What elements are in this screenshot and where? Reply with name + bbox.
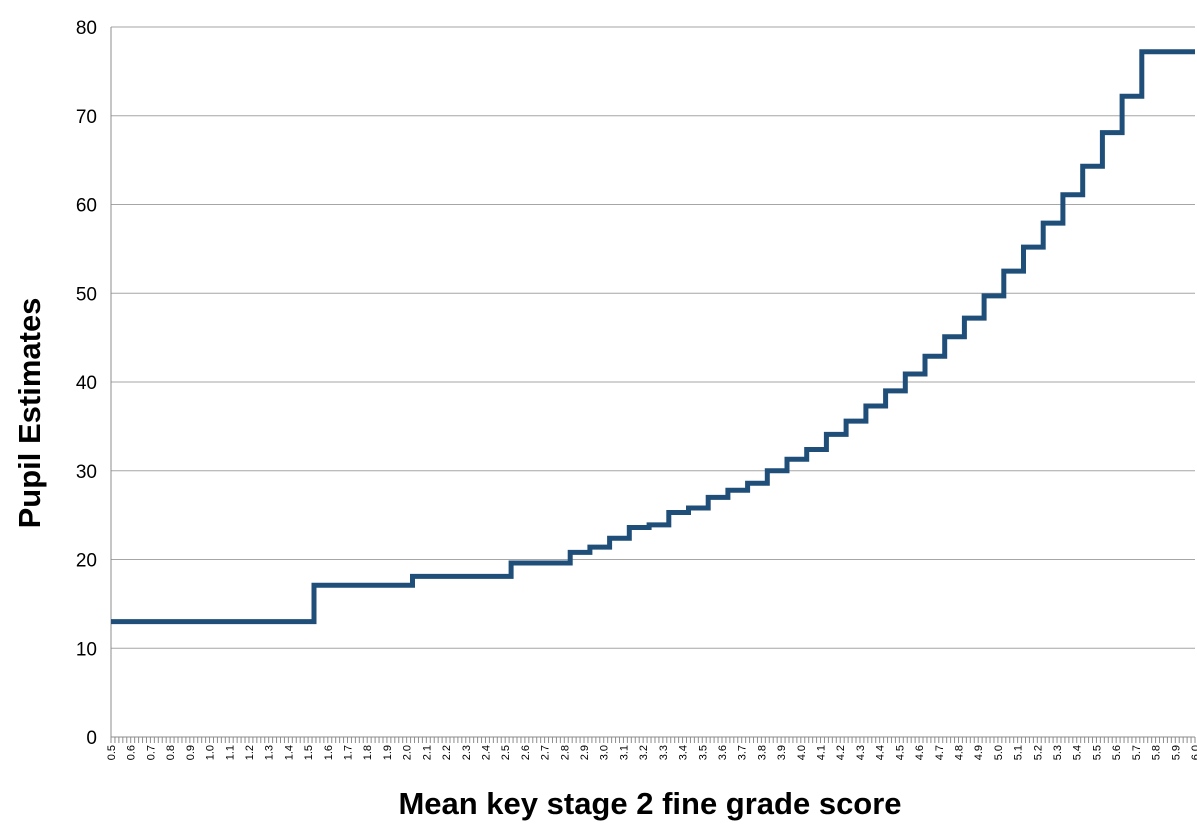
x-axis: 0.5 0.6 0.7 0.8 0.9 1.0 1.1 1.2 1.3 1.4 1.5 1.6 1.7 1… (106, 27, 1197, 760)
x-tick-label: 2.6 (520, 745, 532, 760)
x-tick-label: 5.2 (1032, 745, 1044, 760)
x-tick-label: 2.9 (579, 745, 591, 760)
x-tick-label: 3.6 (717, 745, 729, 760)
y-tick-label: 40 (76, 373, 97, 394)
y-tick-label: 50 (76, 284, 97, 305)
x-tick-label: 2.0 (402, 745, 414, 760)
x-tick-label: 1.6 (323, 745, 335, 760)
series-line (111, 49, 1195, 625)
x-tick-label: 0.9 (185, 745, 197, 760)
x-tick-label: 1.7 (343, 745, 355, 760)
x-axis-title: Mean key stage 2 fine grade score (398, 786, 901, 821)
y-axis: 0 10 20 30 40 50 60 70 80 (76, 18, 97, 749)
x-tick-label: 1.8 (362, 745, 374, 760)
x-tick-label: 3.3 (658, 745, 670, 760)
x-tick-label: 3.2 (638, 745, 650, 760)
x-tick-label: 4.3 (855, 745, 867, 760)
x-tick-label: 4.6 (914, 745, 926, 760)
x-tick-label: 2.1 (421, 745, 433, 760)
x-tick-label: 1.2 (244, 745, 256, 760)
x-tick-label: 5.4 (1072, 745, 1084, 760)
y-tick-label: 0 (86, 728, 97, 749)
x-tick-label: 0.7 (145, 745, 157, 760)
x-tick-label: 2.7 (540, 745, 552, 760)
x-tick-label: 4.9 (973, 745, 985, 760)
x-tick-label: 2.3 (461, 745, 473, 760)
x-tick-label: 3.8 (756, 745, 768, 760)
x-tick-label: 0.5 (106, 745, 118, 760)
x-tick-label: 1.0 (205, 745, 217, 760)
x-tick-label: 0.8 (165, 745, 177, 760)
x-tick-label: 3.0 (599, 745, 611, 760)
y-tick-label: 20 (76, 551, 97, 572)
x-tick-label: 2.2 (441, 745, 453, 760)
x-tick-label: 1.9 (382, 745, 394, 760)
x-tick-label: 4.1 (816, 745, 828, 760)
x-tick-label: 6.0 (1190, 745, 1197, 760)
x-tick-label: 4.7 (934, 745, 946, 760)
x-tick-label: 3.5 (697, 745, 709, 760)
x-tick-label: 1.1 (224, 745, 236, 760)
x-tick-label: 1.5 (303, 745, 315, 760)
x-tick-label: 5.7 (1131, 745, 1143, 760)
grid-lines (111, 26, 1195, 649)
x-tick-label: 5.5 (1091, 745, 1103, 760)
x-tick-label: 2.8 (559, 745, 571, 760)
y-axis-title: Pupil Estimates (12, 298, 47, 529)
x-tick-label: 2.5 (500, 745, 512, 760)
x-tick-label: 2.4 (480, 745, 492, 760)
x-tick-label: 1.3 (264, 745, 276, 760)
y-tick-label: 30 (76, 462, 97, 483)
x-tick-label: 4.4 (875, 745, 887, 760)
x-tick-label: 3.4 (678, 745, 690, 760)
x-tick-label: 5.6 (1111, 745, 1123, 760)
x-tick-label: 5.3 (1052, 745, 1064, 760)
y-tick-label: 60 (76, 196, 97, 217)
x-tick-label: 3.9 (776, 745, 788, 760)
x-tick-label: 1.4 (283, 745, 295, 760)
x-tick-label: 4.2 (835, 745, 847, 760)
y-tick-label: 80 (76, 18, 97, 39)
x-tick-label: 4.0 (796, 745, 808, 760)
y-tick-label: 70 (76, 107, 97, 128)
x-tick-label: 0.6 (126, 745, 138, 760)
x-tick-label: 3.1 (618, 745, 630, 760)
x-tick-label: 5.0 (993, 745, 1005, 760)
x-tick-label: 4.5 (894, 745, 906, 760)
x-tick-label: 5.1 (1013, 745, 1025, 760)
x-tick-label: 3.7 (737, 745, 749, 760)
x-tick-label: 5.8 (1151, 745, 1163, 760)
y-tick-label: 10 (76, 639, 97, 660)
x-tick-label: 4.8 (953, 745, 965, 760)
series-layer (111, 49, 1195, 625)
x-tick-label: 5.9 (1170, 745, 1182, 760)
